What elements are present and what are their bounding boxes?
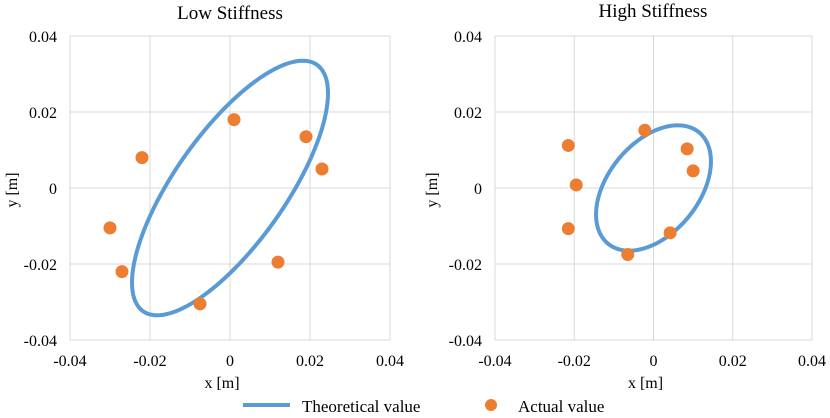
high-y-tick-label: 0.02 [454,105,482,122]
legend: Theoretical value Actual value [243,397,604,416]
high-stiffness-chart: -0.04 -0.02 0 0.02 0.04 0.04 0.02 0 -0.02 -0.04 Hi… [424,1,826,392]
low-y-tick-label: 0.02 [29,105,57,122]
low-x-tick-label: -0.02 [133,353,166,370]
high-actual-point [680,142,694,156]
legend-actual-label: Actual value [518,397,604,416]
low-actual-point [315,162,329,176]
high-chart-title: High Stiffness [599,1,708,22]
low-theoretical-curve [129,58,331,318]
low-actual-point [193,297,207,311]
high-actual-point [686,164,700,178]
legend-actual-swatch [485,399,497,411]
high-actual-point [569,178,583,192]
low-y-tick-label: 0 [49,181,57,198]
low-x-axis-label: x [m] [204,375,239,392]
low-x-tick-label: 0.04 [376,353,404,370]
high-actual-point [638,123,652,137]
low-chart-title: Low Stiffness [177,3,283,24]
high-y-axis-label: y [m] [424,172,441,207]
high-x-tick-label: 0.04 [798,353,826,370]
high-theoretical-curve [594,123,713,253]
high-x-axis-label: x [m] [628,375,663,392]
low-actual-point [299,130,313,144]
high-actual-point [621,248,635,261]
legend-theoretical-label: Theoretical value [302,397,420,416]
high-actual-point [561,138,575,152]
low-actual-point [103,221,117,235]
low-y-axis-label: y [m] [4,172,21,207]
low-actual-point [135,151,149,165]
high-y-tick-label: 0.04 [454,29,482,46]
high-y-tick-label: 0 [474,181,482,198]
low-x-tick-label: -0.04 [53,353,86,370]
low-y-tick-label: -0.04 [24,333,57,350]
low-x-tick-label: 0 [226,353,234,370]
low-actual-point [271,255,285,269]
high-actual-point [663,226,677,240]
low-actual-point [115,265,129,279]
high-x-tick-label: 0 [650,353,658,370]
high-x-tick-label: -0.02 [558,353,591,370]
high-y-tick-label: -0.04 [449,333,482,350]
low-actual-point [227,113,241,127]
low-y-tick-label: 0.04 [29,29,57,46]
low-stiffness-chart: -0.04 -0.02 0 0.02 0.04 0.04 0.02 0 -0.02 -0.04 Lo… [4,3,404,392]
low-y-tick-label: -0.02 [24,257,57,274]
high-x-tick-label: -0.04 [478,353,511,370]
low-x-tick-label: 0.02 [296,353,324,370]
high-x-tick-label: 0.02 [719,353,747,370]
high-actual-point [561,222,575,236]
high-y-tick-label: -0.02 [449,257,482,274]
